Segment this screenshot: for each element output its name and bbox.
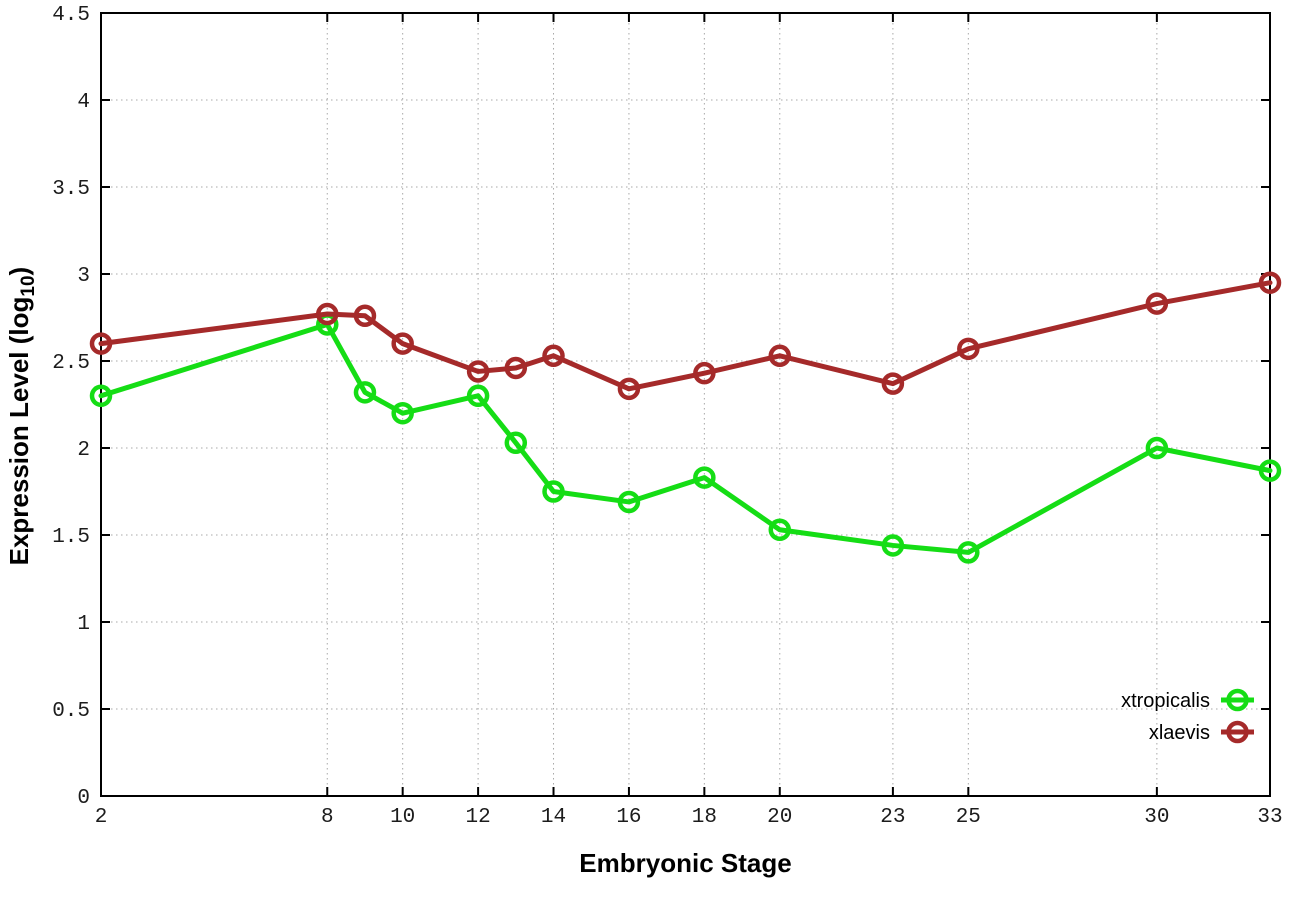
y-tick-label: 3.5 <box>52 178 90 201</box>
series-xtropicalis <box>89 313 1282 564</box>
y-tick-label: 2.5 <box>52 352 90 375</box>
data-point <box>89 332 113 355</box>
x-tick-label: 12 <box>465 806 490 829</box>
x-tick-label: 20 <box>767 806 792 829</box>
data-point <box>466 360 490 383</box>
plot-border <box>100 12 1271 797</box>
y-tick-label: 1.5 <box>52 526 90 549</box>
data-point <box>768 518 792 542</box>
legend-marker <box>1226 720 1249 744</box>
data-point <box>881 372 905 395</box>
tick-marks <box>100 12 1271 797</box>
legend-label-xlaevis: xlaevis <box>1149 722 1210 744</box>
tick-labels: 2 8 10 12 14 16 18 20 23 25 30 33 0 0.5 1 1.5 2 2.5 3 3.5 4 4… <box>52 4 1282 829</box>
data-point <box>1258 459 1282 482</box>
data-point <box>881 534 905 557</box>
legend: xtropicalis xlaevis <box>1121 688 1254 744</box>
y-tick-label: 3 <box>77 265 90 288</box>
data-point <box>504 356 528 380</box>
data-point <box>542 480 565 503</box>
data-point <box>1258 271 1282 294</box>
grid <box>101 13 1270 796</box>
x-tick-label: 23 <box>880 806 905 829</box>
data-point <box>504 431 528 455</box>
legend-marker <box>1226 688 1249 712</box>
data-point <box>542 344 565 368</box>
data-point <box>1145 436 1169 460</box>
series-xlaevis <box>89 271 1282 401</box>
legend-label-xtropicalis: xtropicalis <box>1121 690 1210 712</box>
y-tick-label: 4.5 <box>52 4 90 27</box>
x-tick-label: 33 <box>1257 806 1282 829</box>
y-tick-label: 0 <box>77 787 90 810</box>
data-point <box>957 541 980 564</box>
x-tick-label: 10 <box>390 806 415 829</box>
x-tick-label: 18 <box>692 806 717 829</box>
x-tick-label: 25 <box>956 806 981 829</box>
data-point <box>617 490 641 514</box>
data-point <box>391 332 414 355</box>
y-tick-label: 2 <box>77 439 90 462</box>
x-tick-label: 30 <box>1144 806 1169 829</box>
data-point <box>957 337 980 361</box>
data-point <box>768 344 792 368</box>
data-point <box>617 377 641 401</box>
x-tick-label: 8 <box>321 806 334 829</box>
x-tick-label: 16 <box>616 806 641 829</box>
data-point <box>353 304 377 328</box>
y-tick-label: 4 <box>77 91 90 114</box>
series-line <box>98 280 1273 392</box>
x-axis-title: Embryonic Stage <box>579 848 792 878</box>
data-point <box>466 384 490 408</box>
y-tick-label: 0.5 <box>52 700 90 723</box>
x-tick-label: 14 <box>541 806 566 829</box>
y-tick-label: 1 <box>77 613 90 636</box>
data-point <box>353 381 377 404</box>
data-point <box>89 384 113 408</box>
data-point <box>316 302 339 326</box>
data-point <box>693 466 716 489</box>
data-point <box>1145 292 1169 315</box>
series-line <box>98 321 1273 555</box>
data-point <box>391 401 414 425</box>
data-point <box>693 361 716 385</box>
x-tick-label: 2 <box>95 806 108 829</box>
